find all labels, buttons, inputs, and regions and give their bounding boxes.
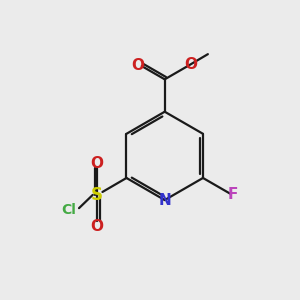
Text: O: O (91, 219, 103, 234)
Text: O: O (132, 58, 145, 73)
Text: Cl: Cl (61, 202, 76, 217)
Text: F: F (227, 187, 238, 202)
Text: O: O (91, 156, 103, 171)
Text: S: S (91, 186, 103, 204)
Text: N: N (158, 193, 171, 208)
Text: O: O (185, 57, 198, 72)
